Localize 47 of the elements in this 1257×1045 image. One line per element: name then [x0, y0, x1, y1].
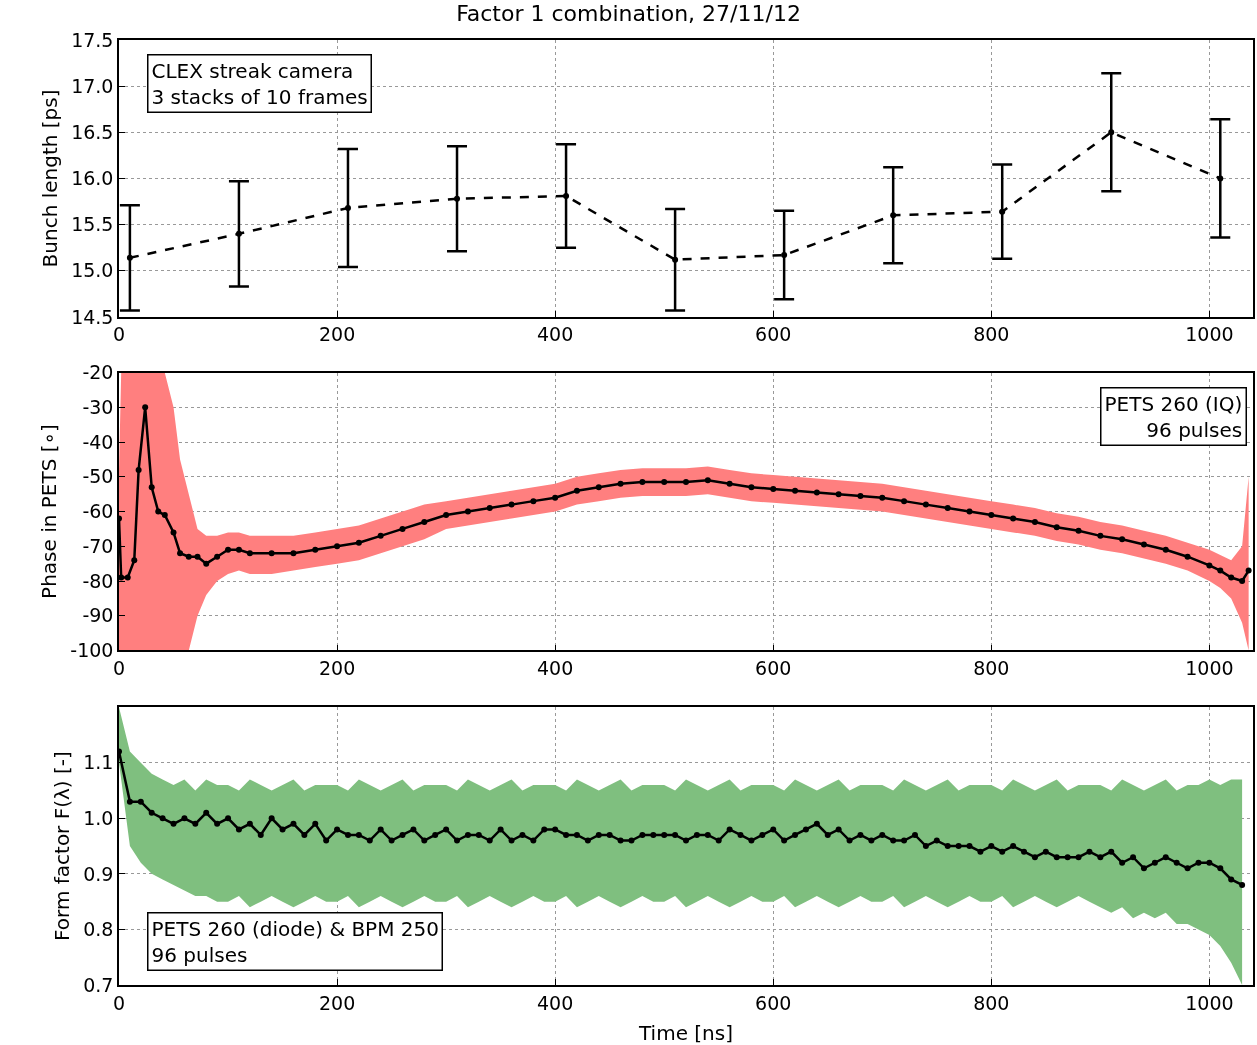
annotation: PETS 260 (IQ) 96 pulses: [1104, 391, 1243, 442]
x-tick-label: 400: [537, 991, 574, 1014]
x-tick-label: 1000: [1185, 657, 1234, 680]
y-tick-label: -20: [82, 361, 114, 384]
x-tick-label: 600: [755, 991, 792, 1014]
x-tick-label: 200: [318, 991, 356, 1014]
x-tick-label: 600: [755, 657, 792, 680]
y-axis-title: Phase in PETS [∘]: [37, 424, 62, 599]
annotation: PETS 260 (diode) & BPM 250 96 pulses: [151, 916, 439, 967]
x-tick-label: 400: [537, 323, 574, 346]
y-tick-label: 0.7: [83, 973, 114, 996]
y-tick-label: -40: [82, 430, 114, 453]
x-tick-label: 1000: [1185, 991, 1234, 1014]
y-tick-label: 17.5: [71, 28, 114, 51]
x-tick-label: 800: [973, 991, 1010, 1014]
y-tick-label: -70: [82, 534, 114, 557]
y-tick-label: 1.0: [83, 806, 114, 829]
y-axis-title: Bunch length [ps]: [38, 89, 63, 268]
x-tick-label: 0: [112, 991, 126, 1014]
x-tick-label: 600: [755, 323, 792, 346]
y-tick-label: 0.9: [83, 862, 114, 885]
y-tick-label: 16.5: [71, 120, 114, 143]
y-tick-label: 0.8: [83, 918, 114, 941]
x-tick-label: 0: [112, 657, 126, 680]
y-tick-label: 15.5: [71, 213, 114, 236]
y-tick-label: 17.0: [71, 74, 114, 97]
x-tick-label: 400: [537, 657, 574, 680]
x-tick-label: 800: [973, 323, 1010, 346]
annotation: CLEX streak camera 3 stacks of 10 frames: [151, 58, 368, 109]
y-tick-label: -30: [82, 396, 114, 419]
chart-title: Factor 1 combination, 27/11/12: [456, 0, 801, 26]
x-axis-title: Time [ns]: [637, 1021, 734, 1045]
y-tick-label: 1.1: [83, 751, 114, 774]
y-tick-label: -60: [82, 500, 114, 523]
x-tick-label: 0: [112, 323, 126, 346]
y-tick-label: -90: [82, 604, 114, 627]
x-tick-label: 200: [318, 323, 356, 346]
x-tick-label: 800: [973, 657, 1010, 680]
x-tick-label: 200: [318, 657, 356, 680]
y-tick-label: -50: [82, 465, 114, 488]
y-tick-label: -100: [70, 639, 114, 662]
x-tick-label: 1000: [1185, 323, 1234, 346]
y-axis-title: Form factor F(λ) [-]: [50, 751, 75, 941]
y-tick-label: 16.0: [71, 167, 114, 190]
y-tick-label: 15.0: [71, 259, 114, 282]
y-tick-label: -80: [82, 569, 114, 592]
y-tick-label: 14.5: [71, 305, 114, 328]
